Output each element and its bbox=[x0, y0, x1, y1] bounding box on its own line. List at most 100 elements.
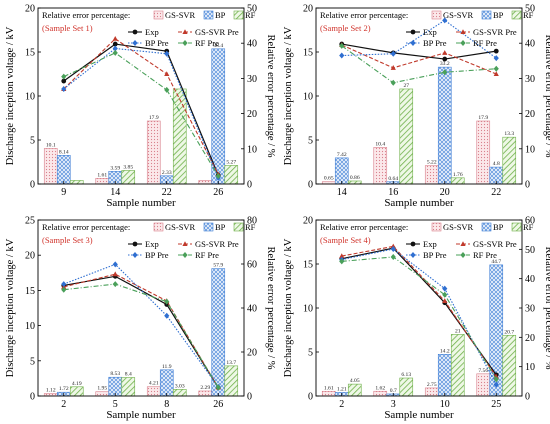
bar-label-gs-svr-1: 1.61 bbox=[324, 385, 334, 391]
right-tick-label: 10 bbox=[525, 144, 535, 155]
point-rf-pre-2 bbox=[112, 49, 118, 56]
right-tick-label: 50 bbox=[525, 245, 535, 256]
bar-gs-svr-4 bbox=[476, 120, 491, 185]
legend-marker-gs-svr-pre bbox=[182, 241, 188, 246]
series-line-rf-pre bbox=[63, 283, 219, 388]
bar-label-gs-svr-2: 1.61 bbox=[97, 172, 107, 178]
legend-marker-exp bbox=[132, 29, 138, 35]
legend-swatch-rf bbox=[511, 10, 522, 20]
left-tick-label: 15 bbox=[25, 48, 35, 59]
legend-marker-rf-pre bbox=[182, 40, 188, 46]
series-line-gs-svr-pre bbox=[341, 44, 497, 75]
bar-label-bp-3: 33.2 bbox=[440, 61, 450, 67]
point-rf-pre-1 bbox=[339, 42, 345, 49]
bar-label-bp-1: 8.14 bbox=[59, 149, 69, 155]
legend-label-gs-svr: GS-SVR bbox=[165, 222, 196, 232]
legend-label-rf: RF bbox=[523, 10, 534, 20]
bar-label-bp-1: 7.42 bbox=[337, 152, 347, 158]
y-axis-label: Discharge inception voltage / kV bbox=[5, 238, 16, 377]
bar-label-bp-2: 0.64 bbox=[388, 176, 398, 182]
right-tick-label: 40 bbox=[247, 304, 257, 315]
bar-label-rf-3: 1.76 bbox=[453, 172, 463, 178]
legend-swatch-bp bbox=[203, 222, 214, 232]
legend-relative-error-label: Relative error percentage: bbox=[320, 222, 408, 232]
left-tick-label: 0 bbox=[308, 180, 313, 191]
point-exp-4 bbox=[493, 48, 499, 54]
left-tick-label: 0 bbox=[30, 180, 35, 191]
y-right-axis-label: Relative error percentage / % bbox=[265, 34, 276, 157]
bar-rf-3 bbox=[172, 88, 187, 185]
bar-rf-3 bbox=[450, 177, 465, 185]
right-tick-label: 30 bbox=[525, 304, 535, 315]
x-axis-label: Sample number bbox=[384, 409, 454, 421]
bar-gs-svr-3 bbox=[424, 387, 439, 397]
legend-label-bp-pre: BP Pre bbox=[423, 38, 447, 48]
point-bp-pre-1 bbox=[61, 85, 67, 92]
series-line-bp-pre bbox=[341, 248, 497, 385]
right-tick-label: 30 bbox=[525, 74, 535, 85]
point-rf-pre-3 bbox=[442, 69, 448, 76]
legend-marker-exp bbox=[410, 241, 416, 247]
bar-label-gs-svr-4: 2.29 bbox=[200, 385, 210, 391]
bar-label-gs-svr-2: 1.95 bbox=[97, 386, 107, 392]
legend-label-bp-pre: BP Pre bbox=[145, 250, 169, 260]
left-tick-label: 20 bbox=[25, 4, 35, 15]
legend-label-rf-pre: RF Pre bbox=[195, 250, 219, 260]
point-bp-pre-1 bbox=[339, 52, 345, 59]
series-line-rf-pre bbox=[341, 45, 497, 84]
bar-label-gs-svr-4: 7.56 bbox=[478, 368, 488, 374]
bar-label-bp-2: 8.53 bbox=[110, 371, 120, 377]
x-tick-label: 3 bbox=[391, 399, 396, 410]
y-axis-label: Discharge inception voltage / kV bbox=[5, 26, 16, 165]
series-line-exp bbox=[63, 275, 219, 388]
legend-swatch-gs-svr bbox=[153, 10, 164, 20]
bar-rf-1 bbox=[347, 180, 362, 185]
bar-rf-2 bbox=[399, 377, 414, 397]
y-right-axis-label: Relative error percentage / % bbox=[265, 246, 276, 369]
bar-rf-1 bbox=[69, 386, 84, 397]
legend-relative-error-label: Relative error percentage: bbox=[320, 10, 408, 20]
right-tick-label: 40 bbox=[247, 39, 257, 50]
bar-label-bp-4: 57.9 bbox=[213, 263, 223, 269]
series-line-bp-pre bbox=[341, 19, 497, 59]
point-rf-pre-2 bbox=[390, 79, 396, 86]
chart-panel-3: 1.12 1.724.19 1.95 8.53 8.4 4.21 11.9 3.03 2.29 5… bbox=[5, 216, 276, 422]
legend-label-exp: Exp bbox=[423, 27, 437, 37]
legend-label-rf: RF bbox=[245, 222, 256, 232]
x-tick-label: 20 bbox=[440, 187, 450, 198]
legend-marker-rf-pre bbox=[182, 252, 188, 258]
right-tick-label: 60 bbox=[247, 260, 257, 271]
point-bp-pre-2 bbox=[390, 246, 396, 253]
bar-label-gs-svr-1: 10.1 bbox=[46, 142, 56, 148]
legend-label-gs-svr: GS-SVR bbox=[165, 10, 196, 20]
point-bp-pre-3 bbox=[164, 312, 170, 319]
bar-label-rf-2: 27 bbox=[403, 83, 409, 89]
legend-label-gs-svr: GS-SVR bbox=[443, 10, 474, 20]
bar-gs-svr-4 bbox=[198, 180, 213, 185]
bar-rf-4 bbox=[502, 334, 517, 397]
legend-marker-gs-svr-pre bbox=[182, 29, 188, 34]
x-tick-label: 26 bbox=[213, 187, 223, 198]
bar-label-bp-2: 0.7 bbox=[390, 388, 397, 394]
right-tick-label: 30 bbox=[247, 74, 257, 85]
legend-swatch-gs-svr bbox=[431, 10, 442, 20]
right-tick-label: 0 bbox=[525, 180, 530, 191]
bar-label-rf-1: 0.86 bbox=[350, 175, 360, 181]
legend-marker-rf-pre bbox=[460, 40, 466, 46]
point-gs-svr-pre-2 bbox=[390, 65, 396, 70]
legend-swatch-bp bbox=[481, 10, 492, 20]
y-axis-label: Discharge inception voltage / kV bbox=[283, 26, 294, 165]
bar-rf-4 bbox=[224, 165, 239, 185]
series-line-exp bbox=[341, 247, 497, 376]
point-bp-pre-2 bbox=[112, 261, 118, 268]
right-tick-label: 50 bbox=[247, 4, 257, 15]
bar-bp-3 bbox=[437, 354, 452, 397]
legend-label-gs-svr-pre: GS-SVR Pre bbox=[473, 239, 517, 249]
point-gs-svr-pre-4 bbox=[493, 71, 499, 76]
point-bp-pre-3 bbox=[442, 285, 448, 292]
x-tick-label: 26 bbox=[213, 399, 223, 410]
bar-label-gs-svr-3: 5.22 bbox=[427, 160, 437, 166]
point-rf-pre-1 bbox=[339, 258, 345, 265]
legend-label-gs-svr: GS-SVR bbox=[443, 222, 474, 232]
left-tick-label: 10 bbox=[25, 321, 35, 332]
